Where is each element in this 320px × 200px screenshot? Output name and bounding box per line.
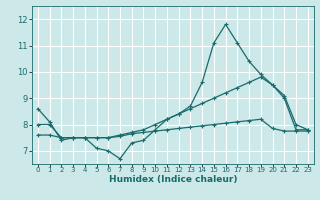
X-axis label: Humidex (Indice chaleur): Humidex (Indice chaleur) xyxy=(108,175,237,184)
